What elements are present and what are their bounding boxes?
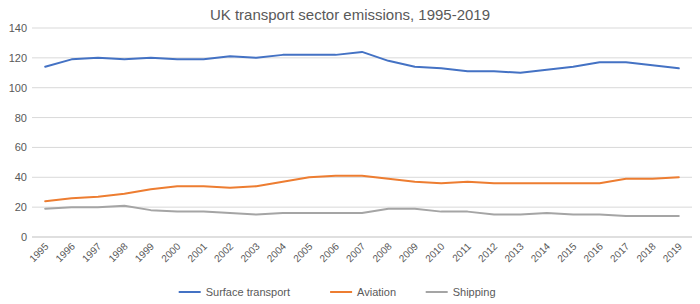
x-tick-label: 2017 [608, 240, 632, 264]
x-tick-label: 2014 [529, 240, 553, 264]
x-tick-label: 1999 [133, 240, 157, 264]
x-tick-label: 2008 [370, 240, 394, 264]
x-tick-label: 2004 [265, 240, 289, 264]
legend-label: Aviation [357, 286, 396, 298]
legend-swatch [330, 291, 352, 293]
y-tick-label: 40 [15, 171, 27, 183]
x-tick-label: 2006 [318, 240, 342, 264]
x-axis-line [32, 237, 692, 238]
x-tick-label: 2013 [502, 240, 526, 264]
series-line [45, 206, 679, 216]
y-tick-label: 80 [15, 112, 27, 124]
plot-area [45, 52, 679, 216]
x-tick-label: 1998 [106, 240, 130, 264]
legend-swatch [179, 291, 201, 293]
y-tick-label: 0 [21, 231, 27, 243]
y-tick-label: 120 [9, 52, 27, 64]
legend-swatch [426, 291, 448, 293]
x-tick-label: 1996 [54, 240, 78, 264]
chart-svg: UK transport sector emissions, 1995-2019… [0, 0, 700, 304]
series-line [45, 176, 679, 201]
x-tick-label: 1995 [27, 240, 51, 264]
chart-container: UK transport sector emissions, 1995-2019… [0, 0, 700, 304]
grid-line [32, 87, 692, 88]
x-tick-label: 2019 [661, 240, 685, 264]
grid-line [32, 177, 692, 178]
legend-label: Surface transport [206, 286, 290, 298]
y-tick-label: 140 [9, 22, 27, 34]
x-tick-label: 2003 [238, 240, 262, 264]
x-tick-label: 2002 [212, 240, 236, 264]
grid-line [32, 28, 692, 29]
x-tick-label: 2015 [555, 240, 579, 264]
x-tick-label: 2000 [159, 240, 183, 264]
legend: Surface transport Aviation Shipping [179, 286, 496, 298]
x-tick-label: 2016 [582, 240, 606, 264]
grid-line [32, 117, 692, 118]
y-tick-label: 60 [15, 141, 27, 153]
x-tick-label: 2018 [634, 240, 658, 264]
x-tick-label: 2001 [186, 240, 210, 264]
x-tick-label: 2005 [291, 240, 315, 264]
title: UK transport sector emissions, 1995-2019 [210, 6, 490, 23]
x-tick-label: 2012 [476, 240, 500, 264]
grid-line [32, 147, 692, 148]
x-tick-label: 2009 [397, 240, 421, 264]
x-tick-label: 2011 [450, 240, 473, 263]
y-tick-label: 20 [15, 201, 27, 213]
x-tick-label: 2007 [344, 240, 368, 264]
y-tick-label: 100 [9, 82, 27, 94]
x-tick-label: 2010 [423, 240, 447, 264]
x-tick-label: 1997 [80, 240, 104, 264]
legend-label: Shipping [453, 286, 496, 298]
series-line [45, 52, 679, 73]
